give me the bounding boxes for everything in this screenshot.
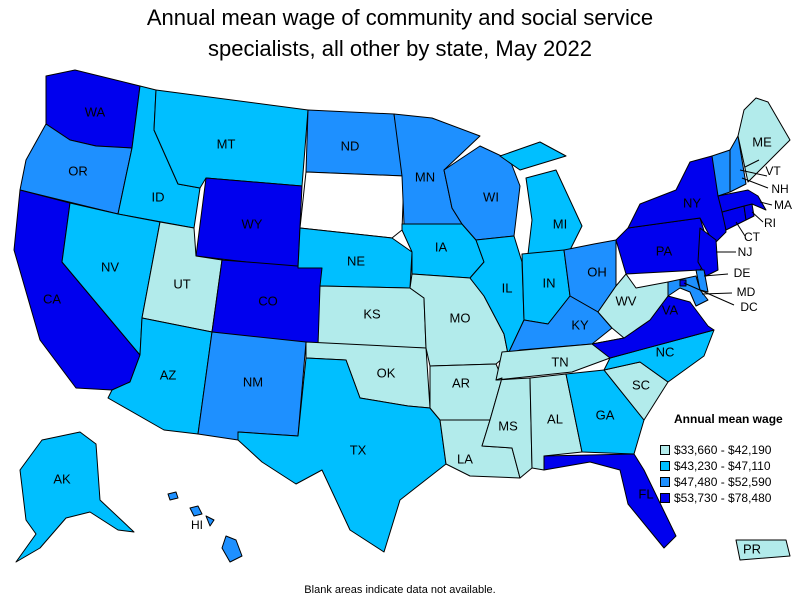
label-OH: OH bbox=[587, 264, 607, 279]
label-AZ: AZ bbox=[160, 367, 177, 382]
state-MD[interactable] bbox=[667, 275, 709, 307]
label-WV: WV bbox=[616, 293, 637, 308]
label-MI: MI bbox=[553, 216, 567, 231]
label-NV: NV bbox=[101, 259, 119, 274]
label-KS: KS bbox=[363, 306, 381, 321]
label-NJ: NJ bbox=[738, 245, 753, 259]
map-title: Annual mean wage of community and social… bbox=[0, 2, 800, 64]
label-MT: MT bbox=[217, 136, 236, 151]
label-TN: TN bbox=[551, 354, 568, 369]
legend-item: $47,480 - $52,590 bbox=[660, 474, 783, 490]
state-ME[interactable] bbox=[737, 97, 791, 183]
legend-label: $43,230 - $47,110 bbox=[674, 459, 771, 473]
label-IA: IA bbox=[435, 239, 448, 254]
state-AK[interactable] bbox=[15, 431, 135, 563]
leader-MD bbox=[701, 292, 733, 295]
legend-label: $33,660 - $42,190 bbox=[674, 443, 772, 457]
label-CT: CT bbox=[744, 230, 761, 244]
label-ND: ND bbox=[341, 138, 360, 153]
label-NM: NM bbox=[243, 374, 263, 389]
leader-DC bbox=[683, 282, 735, 306]
legend-label: $53,730 - $78,480 bbox=[674, 491, 772, 505]
label-AL: AL bbox=[547, 411, 563, 426]
label-PA: PA bbox=[656, 243, 673, 258]
legend-item: $33,660 - $42,190 bbox=[660, 442, 783, 458]
legend-label: $47,480 - $52,590 bbox=[674, 475, 772, 489]
state-DC[interactable] bbox=[679, 279, 687, 287]
label-NH: NH bbox=[771, 182, 788, 196]
label-WA: WA bbox=[85, 104, 106, 119]
label-WY: WY bbox=[242, 216, 263, 231]
legend-swatch bbox=[660, 477, 670, 487]
state-GA[interactable] bbox=[565, 369, 645, 455]
state-PR[interactable] bbox=[735, 539, 791, 561]
label-ME: ME bbox=[752, 134, 772, 149]
label-UT: UT bbox=[173, 276, 190, 291]
legend-item: $53,730 - $78,480 bbox=[660, 490, 783, 506]
legend-title: Annual mean wage bbox=[674, 412, 783, 426]
label-WI: WI bbox=[483, 189, 499, 204]
label-NE: NE bbox=[347, 253, 365, 268]
leader-MA bbox=[759, 201, 773, 206]
state-HI[interactable] bbox=[167, 491, 243, 563]
leader-NH bbox=[741, 177, 769, 189]
label-MD: MD bbox=[737, 285, 756, 299]
footnote: Blank areas indicate data not available. bbox=[304, 584, 496, 596]
label-NY: NY bbox=[683, 195, 701, 210]
label-MO: MO bbox=[450, 310, 471, 325]
label-GA: GA bbox=[596, 407, 615, 422]
legend-item: $43,230 - $47,110 bbox=[660, 458, 783, 474]
label-DE: DE bbox=[734, 266, 751, 280]
title-line-2: specialists, all other by state, May 202… bbox=[208, 36, 592, 61]
label-CA: CA bbox=[43, 291, 61, 306]
legend-swatch bbox=[660, 445, 670, 455]
leader-VT bbox=[744, 159, 760, 168]
leader-CT bbox=[735, 221, 746, 237]
label-PR: PR bbox=[743, 541, 761, 556]
state-MT[interactable] bbox=[153, 89, 309, 189]
label-MN: MN bbox=[415, 169, 435, 184]
label-IL: IL bbox=[502, 280, 513, 295]
legend-swatch bbox=[660, 461, 670, 471]
label-VA: VA bbox=[662, 302, 679, 317]
label-AK: AK bbox=[53, 471, 71, 486]
leader-RI bbox=[751, 211, 764, 223]
state-NJ[interactable] bbox=[697, 227, 719, 277]
label-DC: DC bbox=[740, 300, 758, 314]
map-legend: Annual mean wage $33,660 - $42,190 $43,2… bbox=[660, 412, 783, 506]
label-KY: KY bbox=[571, 317, 589, 332]
label-MS: MS bbox=[498, 418, 518, 433]
label-LA: LA bbox=[457, 451, 473, 466]
label-SC: SC bbox=[632, 377, 650, 392]
state-IL[interactable] bbox=[469, 235, 525, 355]
legend-swatch bbox=[660, 493, 670, 503]
label-ID: ID bbox=[152, 189, 165, 204]
label-IN: IN bbox=[543, 275, 556, 290]
leader-NH-from-vt bbox=[739, 169, 768, 177]
label-FL: FL bbox=[638, 486, 653, 501]
label-NC: NC bbox=[656, 344, 675, 359]
leader-DE bbox=[703, 273, 729, 277]
title-line-1: Annual mean wage of community and social… bbox=[146, 5, 654, 30]
label-HI: HI bbox=[191, 518, 203, 532]
state-SD[interactable] bbox=[299, 171, 405, 239]
label-RI: RI bbox=[764, 216, 776, 230]
state-FL[interactable] bbox=[543, 453, 677, 549]
label-MA: MA bbox=[774, 198, 792, 212]
label-VT: VT bbox=[765, 164, 781, 178]
label-CO: CO bbox=[258, 293, 278, 308]
label-TX: TX bbox=[350, 442, 367, 457]
label-OK: OK bbox=[377, 365, 396, 380]
label-AR: AR bbox=[452, 375, 470, 390]
state-AR[interactable] bbox=[429, 363, 503, 421]
state-MA[interactable] bbox=[717, 189, 767, 213]
state-TX[interactable] bbox=[237, 357, 447, 553]
label-OR: OR bbox=[68, 163, 88, 178]
